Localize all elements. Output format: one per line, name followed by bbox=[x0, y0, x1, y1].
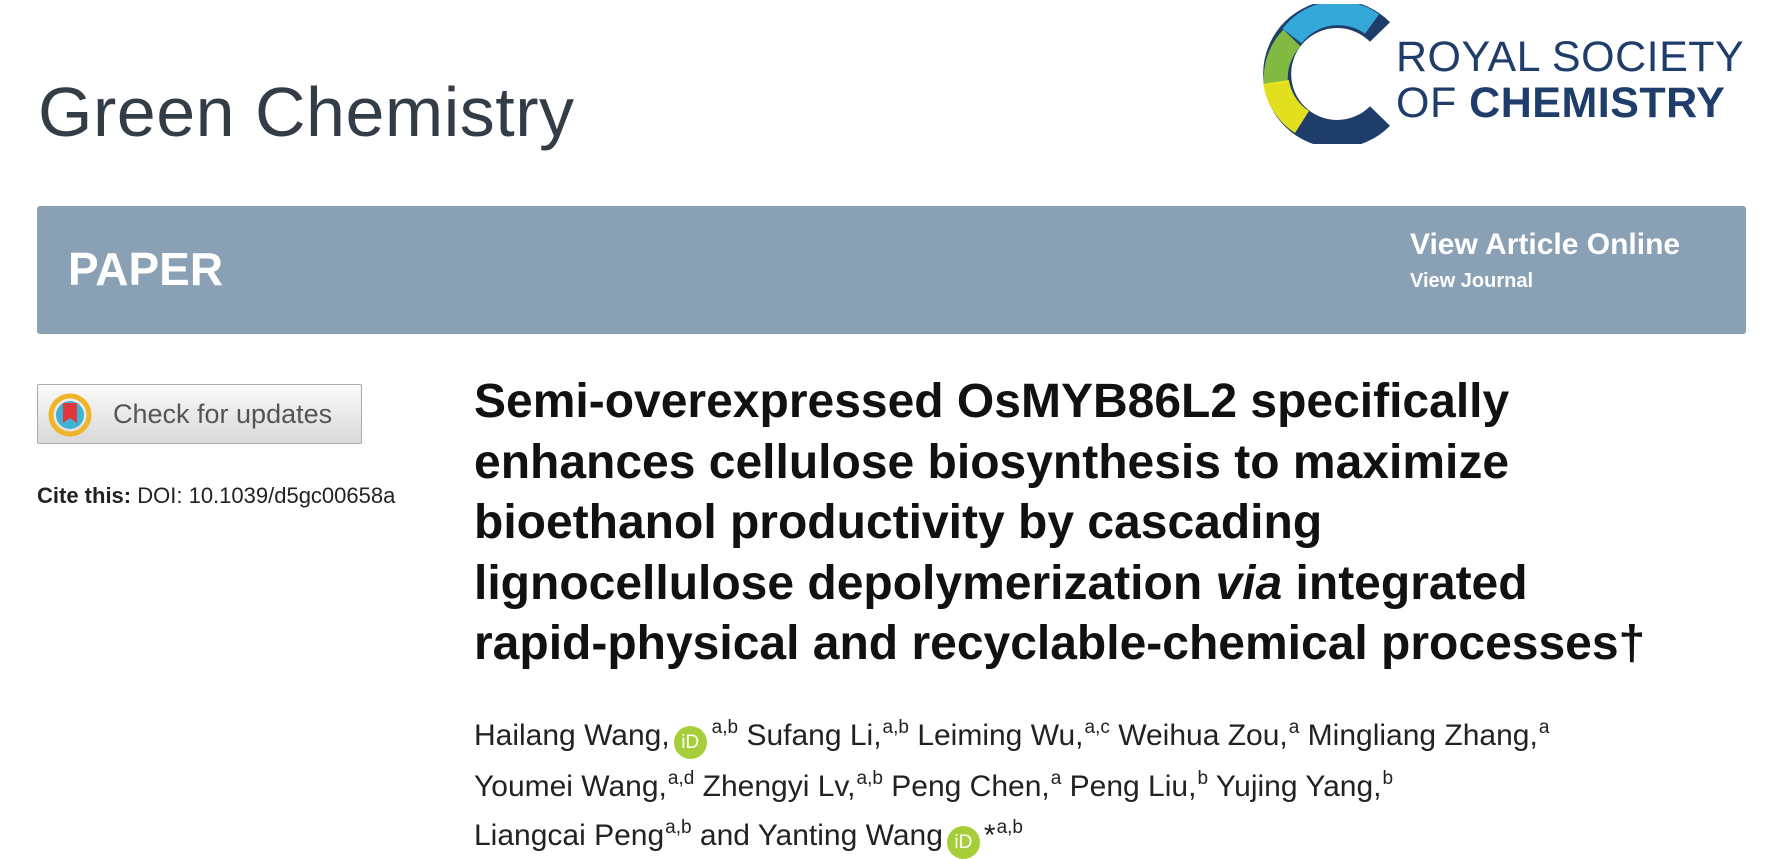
title-line: rapid-physical and recyclable-chemical p… bbox=[474, 614, 1645, 675]
author: and Yanting Wang iD *a,b bbox=[699, 816, 1023, 859]
publisher-prefix: OF bbox=[1396, 79, 1457, 127]
author-name: Mingliang Zhang, bbox=[1307, 719, 1538, 752]
citation: Cite this: DOI: 10.1039/d5gc00658a bbox=[37, 483, 395, 509]
view-article-link[interactable]: View Article Online bbox=[1410, 228, 1681, 261]
author-name: Peng Liu, bbox=[1069, 770, 1197, 803]
affiliation: a,c bbox=[1084, 717, 1110, 738]
affiliation: a,d bbox=[667, 768, 695, 789]
cite-doi: DOI: 10.1039/d5gc00658a bbox=[137, 483, 396, 508]
publisher-line: ROYAL SOCIETY bbox=[1396, 33, 1745, 81]
article-title: Semi-overexpressed OsMYB86L2 specificall… bbox=[474, 372, 1645, 675]
author-name: Liangcai Peng bbox=[474, 818, 665, 852]
publisher-name: ROYAL SOCIETY OF CHEMISTRY bbox=[1396, 34, 1744, 126]
title-segment: Semi-overexpressed OsMYB86L2 specificall… bbox=[474, 375, 1510, 428]
author-list: Hailang Wang, iDa,b Sufang Li,a,b Leiming… bbox=[474, 708, 1549, 859]
author-name: Youmei Wang, bbox=[474, 770, 667, 803]
author: Yujing Yang,b bbox=[1215, 768, 1394, 803]
author: Peng Liu,b bbox=[1069, 768, 1209, 803]
author-line: Liangcai Penga,b and Yanting Wang iD *a,b bbox=[474, 808, 1549, 859]
author: Leiming Wu,a,c bbox=[917, 717, 1110, 752]
author: Zhengyi Lv,a,b bbox=[702, 768, 883, 803]
author-name: Sufang Li, bbox=[746, 719, 882, 752]
rsc-logo bbox=[1263, 4, 1390, 144]
affiliation: a,b bbox=[856, 768, 883, 789]
author-name: Hailang Wang, bbox=[474, 719, 670, 752]
author: Liangcai Penga,b bbox=[474, 816, 692, 852]
title-segment: rapid-physical and recyclable-chemical p… bbox=[474, 617, 1646, 670]
author: Hailang Wang, iDa,b bbox=[474, 717, 739, 759]
check-updates-icon bbox=[48, 393, 92, 437]
affiliation: a bbox=[1538, 717, 1550, 738]
page: Green Chemistry ROYAL SOCIETY OF CHEMIST… bbox=[37, 4, 1746, 859]
author-line: Youmei Wang,a,d Zhengyi Lv,a,b Peng Chen… bbox=[474, 759, 1549, 808]
affiliation: a,b bbox=[882, 717, 909, 738]
title-segment: via bbox=[1215, 556, 1283, 610]
view-journal-link[interactable]: View Journal bbox=[1410, 270, 1534, 292]
journal-title: Green Chemistry bbox=[38, 73, 575, 151]
affiliation: a,b bbox=[665, 816, 692, 838]
title-line: lignocellulose depolymerization via inte… bbox=[474, 554, 1645, 615]
author-name: and Yanting Wang bbox=[699, 818, 943, 852]
author-name: Zhengyi Lv, bbox=[702, 770, 856, 803]
author: Weihua Zou,a bbox=[1118, 717, 1300, 752]
author-line: Hailang Wang, iDa,b Sufang Li,a,b Leiming… bbox=[474, 708, 1549, 759]
title-line: enhances cellulose biosynthesis to maxim… bbox=[474, 433, 1645, 494]
author: Mingliang Zhang,a bbox=[1307, 717, 1550, 752]
author-name: Weihua Zou, bbox=[1118, 719, 1288, 752]
orcid-icon[interactable]: iD bbox=[946, 825, 980, 859]
orcid-icon[interactable]: iD bbox=[673, 726, 707, 759]
article-type: PAPER bbox=[68, 243, 224, 295]
affiliation: a bbox=[1288, 717, 1300, 738]
title-segment: enhances cellulose biosynthesis to maxim… bbox=[474, 435, 1510, 489]
affiliation: b bbox=[1197, 768, 1209, 789]
banner: PAPER View Article Online View Journal bbox=[37, 206, 1746, 334]
author-name: Peng Chen, bbox=[891, 770, 1050, 803]
check-updates-text: Check for updates bbox=[113, 399, 333, 429]
author-name: Yujing Yang, bbox=[1215, 770, 1382, 803]
affiliation: a,b bbox=[711, 717, 739, 738]
title-segment: integrated bbox=[1282, 556, 1528, 610]
author: Peng Chen,a bbox=[891, 768, 1062, 803]
author: Sufang Li,a,b bbox=[746, 717, 909, 752]
affiliation: b bbox=[1382, 768, 1394, 789]
title-line: Semi-overexpressed OsMYB86L2 specificall… bbox=[474, 372, 1645, 433]
title-line: bioethanol productivity by cascading bbox=[474, 493, 1645, 554]
corresponding-mark: * bbox=[983, 818, 996, 852]
title-segment: lignocellulose depolymerization bbox=[474, 556, 1216, 610]
publisher-line: OF CHEMISTRY bbox=[1396, 80, 1744, 126]
check-updates-button[interactable]: Check for updates bbox=[37, 384, 362, 444]
author-name: Leiming Wu, bbox=[917, 719, 1084, 752]
affiliation: a bbox=[1050, 768, 1062, 789]
author: Youmei Wang,a,d bbox=[474, 768, 695, 803]
publisher-main: CHEMISTRY bbox=[1469, 79, 1726, 127]
cite-label: Cite this: bbox=[37, 483, 132, 508]
title-segment: bioethanol productivity by cascading bbox=[474, 496, 1323, 549]
affiliation: a,b bbox=[996, 816, 1023, 838]
